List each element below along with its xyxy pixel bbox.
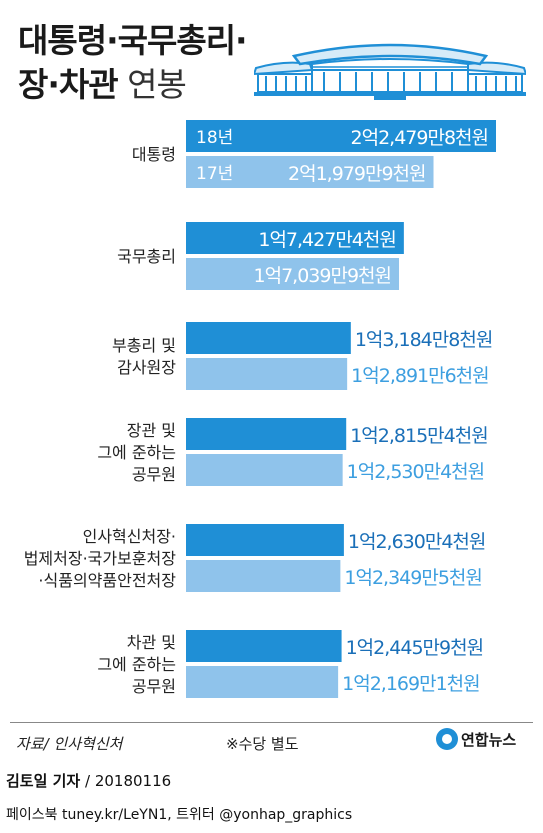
bar-2017 — [186, 258, 400, 290]
logo-text: 연합뉴스 — [461, 730, 517, 749]
category-label: 감사원장 — [117, 358, 176, 377]
title-line-2-bold: 장·차관 — [18, 65, 119, 104]
category-label: 그에 준하는 — [97, 655, 176, 674]
social-links: 페이스북 tuney.kr/LeYN1, 트위터 @yonhap_graphic… — [6, 807, 353, 823]
value-label: 1억2,630만4천원 — [348, 531, 486, 553]
note-text: ※수당 별도 — [226, 735, 299, 753]
category-label: 차관 및 — [127, 633, 176, 652]
value-label: 1억2,169만1천원 — [342, 673, 480, 695]
category-label: 법제처장·국가보훈처장 — [24, 549, 177, 568]
value-label: 1억7,427만4천원 — [258, 229, 396, 251]
bar-2017 — [186, 560, 341, 592]
category-label: 인사혁신처장· — [83, 527, 176, 546]
category-label: 공무원 — [132, 465, 176, 484]
category-label: 그에 준하는 — [97, 443, 176, 462]
bar-2018 — [186, 322, 351, 354]
category-label: 부총리 및 — [112, 336, 176, 355]
yonhap-logo-icon — [436, 728, 458, 750]
bar-2017 — [186, 454, 343, 486]
author: 김토일 기자 — [6, 772, 81, 790]
value-label: 1억7,039만9천원 — [254, 265, 392, 287]
bar-2018 — [186, 524, 344, 556]
credit-line: 김토일 기자 / 20180116 — [6, 770, 171, 791]
series-label: 18년 — [196, 128, 233, 148]
bar-2017 — [186, 358, 348, 390]
bar-2018 — [186, 630, 342, 662]
yonhap-logo: 연합뉴스 — [436, 728, 516, 750]
category-label: 국무총리 — [117, 247, 176, 266]
bar-2017 — [186, 666, 339, 698]
category-label: ·식품의약품안전처장 — [38, 571, 176, 590]
value-label: 1억2,349만5천원 — [344, 567, 482, 589]
value-label: 1억2,530만4천원 — [347, 461, 485, 483]
infographic-card: 대통령·국무총리· 장·차관 연봉 대통령 18년 2억2,479만8천원 17년 2억… — [10, 21, 533, 753]
value-label: 2억1,979만9천원 — [288, 163, 426, 185]
value-label: 1억2,891만6천원 — [351, 365, 489, 387]
date: / 20180116 — [85, 772, 172, 790]
bar-2017 — [186, 156, 434, 188]
value-label: 1억2,445만9천원 — [346, 637, 484, 659]
value-label: 1억2,815만4천원 — [350, 425, 488, 447]
blue-house-building-icon — [254, 43, 526, 100]
source-text: 자료/ 인사혁신처 — [16, 735, 123, 753]
category-label: 장관 및 — [127, 421, 176, 440]
bar-2018 — [186, 120, 496, 152]
value-label: 2억2,479만8천원 — [351, 127, 489, 149]
title-line-2-light: 연봉 — [117, 65, 187, 104]
bar-2018 — [186, 418, 347, 450]
value-label: 1억3,184만8천원 — [355, 329, 493, 351]
footer-divider — [10, 722, 533, 723]
bar-2018 — [186, 222, 404, 254]
category-label: 공무원 — [132, 677, 176, 696]
series-label: 17년 — [196, 164, 233, 184]
title-line-2: 장·차관 연봉 — [18, 58, 187, 106]
category-label: 대통령 — [132, 145, 176, 164]
title-line-1: 대통령·국무총리· — [18, 21, 248, 60]
